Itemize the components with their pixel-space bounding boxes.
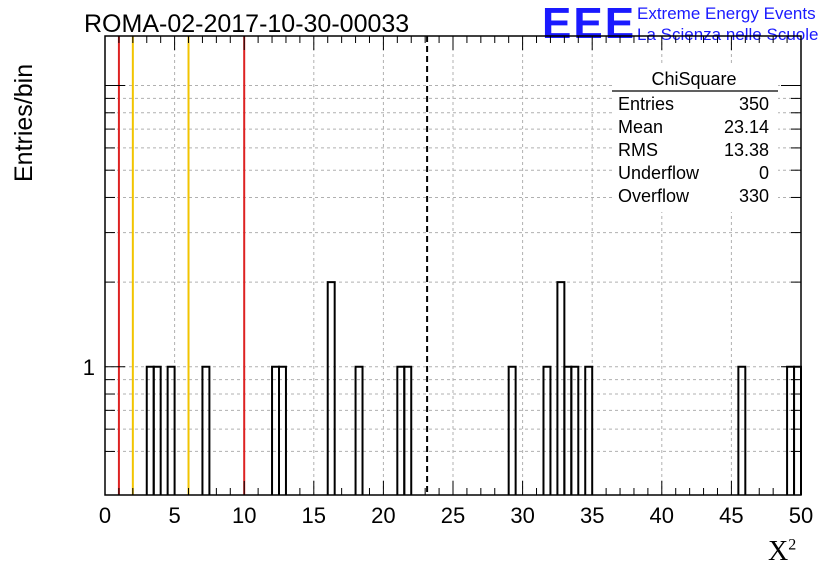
histogram-bin — [542, 365, 552, 495]
x-axis-label-base: X — [768, 536, 789, 567]
x-tick-label: 20 — [371, 503, 395, 528]
histogram-bin — [507, 365, 517, 495]
run-title: ROMA-02-2017-10-30-00033 — [84, 10, 410, 38]
stats-row-label: Overflow — [618, 186, 690, 206]
axis-ticks: 0 5 10 15 20 25 30 35 40 45 50 1 — [83, 36, 813, 528]
marker-lines — [117, 36, 429, 495]
y-tick-label: 1 — [83, 355, 95, 380]
histogram-bin — [403, 365, 413, 495]
stats-row-label: RMS — [618, 140, 658, 160]
x-tick-label: 5 — [168, 503, 180, 528]
histogram-bin — [396, 365, 406, 495]
stats-row-value: 0 — [759, 163, 769, 183]
histogram-bin — [271, 365, 280, 495]
x-tick-label: 25 — [441, 503, 465, 528]
x-tick-label: 50 — [789, 503, 813, 528]
histogram-bin — [570, 365, 580, 495]
stats-row-value: 23.14 — [724, 117, 769, 137]
stats-box: ChiSquare Entries 350 Mean 23.14 RMS 13.38 Unde… — [612, 64, 778, 212]
stats-row-value: 330 — [739, 186, 769, 206]
histogram-bin — [326, 281, 336, 495]
histogram-bin — [166, 365, 176, 495]
x-tick-label: 45 — [719, 503, 743, 528]
stats-title: ChiSquare — [651, 69, 736, 89]
x-tick-label: 10 — [232, 503, 256, 528]
grid-lines — [105, 36, 801, 495]
stats-row-value: 13.38 — [724, 140, 769, 160]
x-tick-label: 35 — [580, 503, 604, 528]
x-tick-label: 40 — [650, 503, 674, 528]
histogram-bin — [563, 365, 573, 495]
eee-logo-mark: EEE — [542, 0, 637, 48]
histogram-bin — [152, 365, 162, 495]
histogram-bin — [145, 365, 155, 495]
histogram-bin — [584, 365, 594, 495]
histogram-bin — [737, 365, 747, 495]
histogram-bin — [556, 281, 566, 495]
stats-row-value: 350 — [739, 94, 769, 114]
histogram-bin — [354, 365, 364, 495]
stats-row-label: Entries — [618, 94, 674, 114]
stats-background — [612, 64, 778, 212]
x-tick-label: 0 — [99, 503, 111, 528]
histogram-bin — [201, 365, 211, 495]
histogram-bin — [793, 365, 802, 495]
stats-row-label: Mean — [618, 117, 663, 137]
histogram-bars — [145, 281, 802, 495]
x-axis-label: X2 — [768, 536, 796, 568]
logo-line-1: Extreme Energy Events — [637, 4, 816, 23]
x-axis-label-sup: 2 — [788, 536, 797, 554]
histogram-bin — [278, 365, 287, 495]
stats-row-label: Underflow — [618, 163, 700, 183]
x-tick-label: 15 — [302, 503, 326, 528]
histogram-bin — [786, 365, 796, 495]
x-tick-label: 30 — [510, 503, 534, 528]
